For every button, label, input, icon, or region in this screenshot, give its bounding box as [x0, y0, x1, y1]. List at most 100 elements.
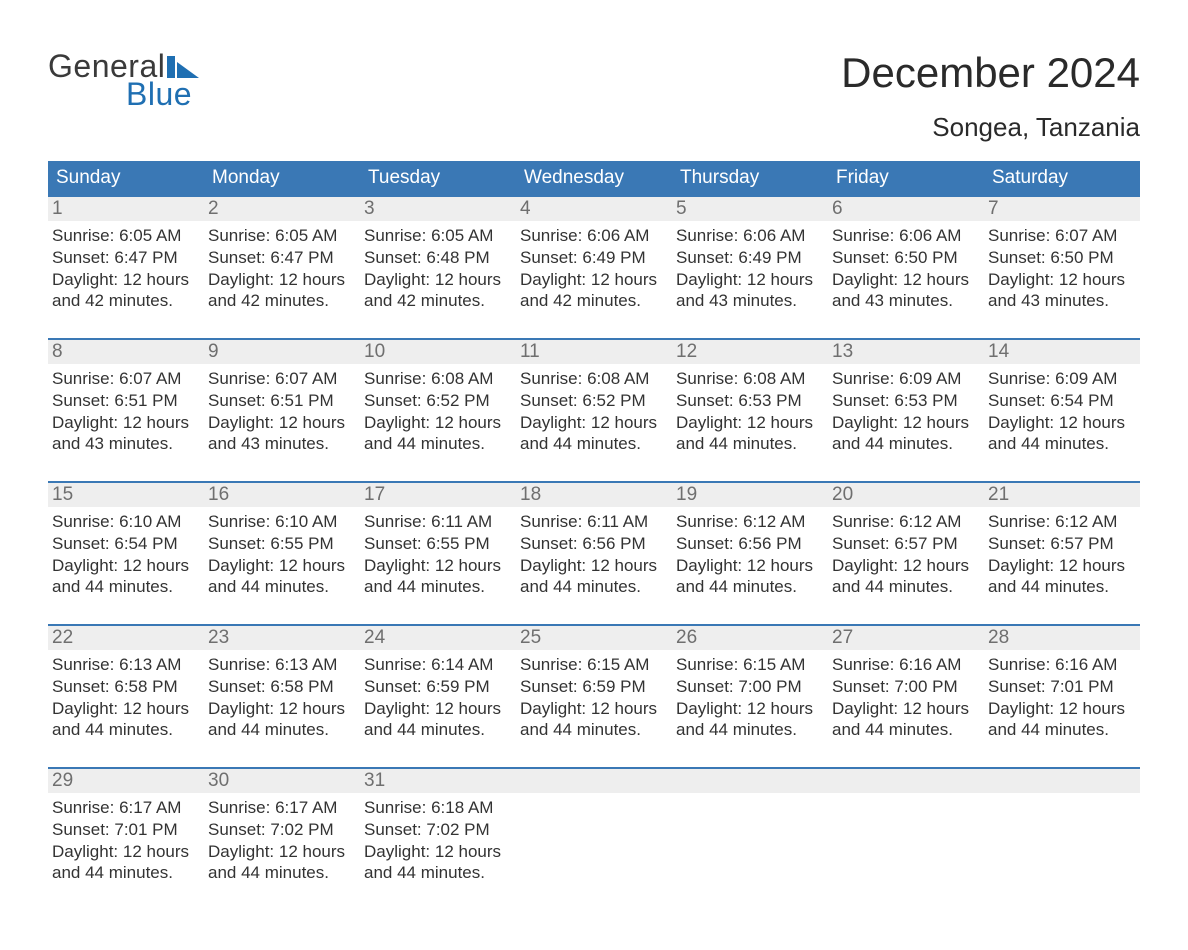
sunrise-line: Sunrise: 6:13 AM	[208, 654, 354, 676]
day-details: Sunrise: 6:07 AMSunset: 6:51 PMDaylight:…	[204, 364, 360, 459]
sunrise-line: Sunrise: 6:12 AM	[676, 511, 822, 533]
sunset-line: Sunset: 6:55 PM	[364, 533, 510, 555]
sunrise-line: Sunrise: 6:16 AM	[988, 654, 1134, 676]
daylight-line-2: and 44 minutes.	[364, 433, 510, 455]
daylight-line-2: and 44 minutes.	[208, 862, 354, 884]
day-number: 14	[984, 340, 1140, 364]
day-number: 29	[48, 769, 204, 793]
daylight-line-1: Daylight: 12 hours	[364, 412, 510, 434]
week-row: 22232425262728Sunrise: 6:13 AMSunset: 6:…	[48, 624, 1140, 745]
sunset-line: Sunset: 6:53 PM	[676, 390, 822, 412]
sunrise-line: Sunrise: 6:12 AM	[988, 511, 1134, 533]
logo-word-2: Blue	[126, 78, 201, 110]
sunrise-line: Sunrise: 6:05 AM	[52, 225, 198, 247]
week-row: 891011121314Sunrise: 6:07 AMSunset: 6:51…	[48, 338, 1140, 459]
daylight-line-1: Daylight: 12 hours	[52, 698, 198, 720]
day-number: 30	[204, 769, 360, 793]
daylight-line-1: Daylight: 12 hours	[364, 841, 510, 863]
sunrise-line: Sunrise: 6:09 AM	[988, 368, 1134, 390]
day-number: 13	[828, 340, 984, 364]
sunrise-line: Sunrise: 6:08 AM	[676, 368, 822, 390]
day-number: 17	[360, 483, 516, 507]
day-details: Sunrise: 6:06 AMSunset: 6:49 PMDaylight:…	[672, 221, 828, 316]
daylight-line-1: Daylight: 12 hours	[676, 412, 822, 434]
day-number: 27	[828, 626, 984, 650]
day-number: 16	[204, 483, 360, 507]
day-number-row: 22232425262728	[48, 624, 1140, 650]
sunset-line: Sunset: 6:47 PM	[208, 247, 354, 269]
sunrise-line: Sunrise: 6:14 AM	[364, 654, 510, 676]
sunrise-line: Sunrise: 6:06 AM	[832, 225, 978, 247]
sunset-line: Sunset: 7:00 PM	[832, 676, 978, 698]
day-details-row: Sunrise: 6:17 AM Sunset: 7:01 PM Daylight:…	[48, 793, 1140, 888]
sunset-line: Sunset: 6:51 PM	[208, 390, 354, 412]
day-details: Sunrise: 6:16 AMSunset: 7:00 PMDaylight:…	[828, 650, 984, 745]
sunset-line: Sunset: 6:55 PM	[208, 533, 354, 555]
day-details: Sunrise: 6:13 AMSunset: 6:58 PMDaylight:…	[48, 650, 204, 745]
sunset-line: Sunset: 6:59 PM	[364, 676, 510, 698]
day-number: 4	[516, 197, 672, 221]
sunset-line: Sunset: 6:57 PM	[832, 533, 978, 555]
daylight-line-2: and 44 minutes.	[364, 862, 510, 884]
daylight-line-2: and 43 minutes.	[208, 433, 354, 455]
daylight-line-2: and 44 minutes.	[832, 433, 978, 455]
sunset-line: Sunset: 7:00 PM	[676, 676, 822, 698]
sunset-line: Sunset: 6:49 PM	[676, 247, 822, 269]
day-number	[984, 769, 1140, 793]
weekday-header: Monday	[204, 161, 360, 195]
day-number	[516, 769, 672, 793]
day-details: Sunrise: 6:18 AMSunset: 7:02 PMDaylight:…	[360, 793, 516, 888]
day-details: Sunrise: 6:11 AMSunset: 6:55 PMDaylight:…	[360, 507, 516, 602]
day-details-row: Sunrise: 6:10 AMSunset: 6:54 PMDaylight:…	[48, 507, 1140, 602]
daylight-line-1: Daylight: 12 hours	[520, 269, 666, 291]
month-title: December 2024	[841, 50, 1140, 96]
sunrise-line: Sunrise: 6:05 AM	[364, 225, 510, 247]
day-number: 5	[672, 197, 828, 221]
sunrise-line: Sunrise: 6:05 AM	[208, 225, 354, 247]
daylight-line-1: Daylight: 12 hours	[208, 555, 354, 577]
day-number	[828, 769, 984, 793]
day-details: Sunrise: 6:09 AMSunset: 6:54 PMDaylight:…	[984, 364, 1140, 459]
day-details: Sunrise: 6:12 AMSunset: 6:57 PMDaylight:…	[828, 507, 984, 602]
day-details: Sunrise: 6:12 AMSunset: 6:57 PMDaylight:…	[984, 507, 1140, 602]
day-details: Sunrise: 6:07 AMSunset: 6:51 PMDaylight:…	[48, 364, 204, 459]
weekday-header: Thursday	[672, 161, 828, 195]
daylight-line-2: and 44 minutes.	[208, 719, 354, 741]
daylight-line-1: Daylight: 12 hours	[520, 555, 666, 577]
day-details: Sunrise: 6:16 AMSunset: 7:01 PMDaylight:…	[984, 650, 1140, 745]
weeks-container: 1234567Sunrise: 6:05 AMSunset: 6:47 PMDa…	[48, 195, 1140, 888]
sunrise-line: Sunrise: 6:15 AM	[676, 654, 822, 676]
day-details: Sunrise: 6:15 AMSunset: 6:59 PMDaylight:…	[516, 650, 672, 745]
sunrise-line: Sunrise: 6:07 AM	[52, 368, 198, 390]
sunset-line: Sunset: 7:01 PM	[52, 819, 198, 841]
header: General Blue December 2024 Songea, Tanza…	[48, 50, 1140, 143]
daylight-line-1: Daylight: 12 hours	[832, 555, 978, 577]
daylight-line-1: Daylight: 12 hours	[988, 412, 1134, 434]
sunrise-line: Sunrise: 6:17 AM	[208, 797, 354, 819]
weekday-header: Sunday	[48, 161, 204, 195]
location-label: Songea, Tanzania	[841, 112, 1140, 143]
sunset-line: Sunset: 6:58 PM	[208, 676, 354, 698]
logo-flag-icon	[167, 56, 201, 78]
daylight-line-2: and 42 minutes.	[364, 290, 510, 312]
sunrise-line: Sunrise: 6:13 AM	[52, 654, 198, 676]
day-details: Sunrise: 6:08 AMSunset: 6:52 PMDaylight:…	[360, 364, 516, 459]
day-details: Sunrise: 6:15 AMSunset: 7:00 PMDaylight:…	[672, 650, 828, 745]
daylight-line-1: Daylight: 12 hours	[832, 698, 978, 720]
daylight-line-1: Daylight: 12 hours	[208, 841, 354, 863]
daylight-line-2: and 43 minutes.	[52, 433, 198, 455]
week-row: 1234567Sunrise: 6:05 AMSunset: 6:47 PMDa…	[48, 195, 1140, 316]
week-row: 293031Sunrise: 6:17 AMSunset: 7:01 PMDay…	[48, 767, 1140, 888]
day-details	[672, 793, 828, 888]
day-details: Sunrise: 6:17 AMSunset: 7:02 PMDaylight:…	[204, 793, 360, 888]
sunrise-line: Sunrise: 6:06 AM	[520, 225, 666, 247]
day-number: 20	[828, 483, 984, 507]
day-number-row: 15161718192021	[48, 481, 1140, 507]
sunset-line: Sunset: 6:57 PM	[988, 533, 1134, 555]
daylight-line-1: Daylight: 12 hours	[520, 412, 666, 434]
daylight-line-1: Daylight: 12 hours	[52, 269, 198, 291]
day-details: Sunrise: 6:06 AMSunset: 6:49 PMDaylight:…	[516, 221, 672, 316]
sunrise-line: Sunrise: 6:12 AM	[832, 511, 978, 533]
day-number: 9	[204, 340, 360, 364]
daylight-line-1: Daylight: 12 hours	[208, 269, 354, 291]
